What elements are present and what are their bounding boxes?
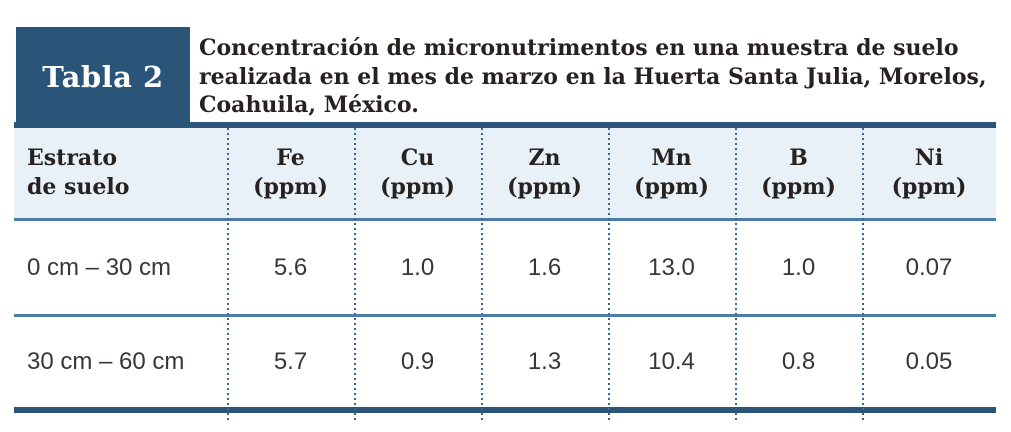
value-b: 0.8 bbox=[781, 348, 816, 375]
table-number-badge: Tabla 2 bbox=[16, 27, 190, 127]
table-row-0-30cm: 0 cm – 30 cm 5.6 1.0 1.6 13.0 1.0 0.07 bbox=[14, 221, 996, 314]
value-ni: 0.05 bbox=[905, 348, 953, 375]
header-ni: Ni (ppm) bbox=[891, 145, 967, 200]
column-separator-dotted bbox=[354, 128, 356, 420]
value-ni: 0.07 bbox=[905, 253, 953, 281]
value-fe: 5.7 bbox=[273, 348, 308, 375]
column-separator-dotted bbox=[608, 128, 610, 420]
soil-micronutrients-table: Estrato de suelo Fe (ppm) Cu (ppm) Zn (p… bbox=[14, 122, 996, 420]
header-b: B (ppm) bbox=[761, 145, 836, 200]
column-separator-dotted bbox=[862, 128, 864, 420]
header-cu: Cu (ppm) bbox=[380, 145, 455, 200]
column-separator-dotted bbox=[481, 128, 483, 420]
caption-line-2: realizada en el mes de marzo en la Huert… bbox=[199, 63, 987, 90]
value-zn: 1.3 bbox=[527, 348, 562, 375]
value-fe: 5.6 bbox=[273, 253, 308, 281]
row-label: 30 cm – 60 cm bbox=[27, 348, 185, 375]
table-number-label: Tabla 2 bbox=[42, 60, 164, 94]
table-row-30-60cm: 30 cm – 60 cm 5.7 0.9 1.3 10.4 0.8 0.05 bbox=[14, 317, 996, 407]
header-fe: Fe (ppm) bbox=[253, 145, 328, 200]
caption-line-3: Coahuila, México. bbox=[199, 92, 419, 118]
header-bottom-rule bbox=[14, 218, 996, 221]
value-mn: 13.0 bbox=[648, 253, 695, 281]
value-cu: 1.0 bbox=[400, 253, 435, 281]
column-separator-dotted bbox=[227, 128, 229, 420]
column-separator-dotted bbox=[735, 128, 737, 420]
table-header-row: Estrato de suelo Fe (ppm) Cu (ppm) Zn (p… bbox=[14, 128, 996, 218]
value-zn: 1.6 bbox=[527, 253, 562, 281]
header-estrato-de-suelo: Estrato de suelo bbox=[27, 145, 130, 200]
header-mn: Mn (ppm) bbox=[634, 145, 709, 200]
table-top-border bbox=[14, 122, 996, 128]
row-label: 0 cm – 30 cm bbox=[27, 253, 172, 281]
table-caption: Concentración de micronutrimentos en una… bbox=[199, 34, 999, 120]
row-divider-rule bbox=[14, 314, 996, 317]
value-b: 1.0 bbox=[781, 253, 816, 281]
caption-line-1: Concentración de micronutrimentos en una… bbox=[199, 35, 959, 61]
value-mn: 10.4 bbox=[648, 348, 695, 375]
value-cu: 0.9 bbox=[400, 348, 435, 375]
table-bottom-border bbox=[14, 407, 996, 413]
header-zn: Zn (ppm) bbox=[507, 145, 582, 200]
